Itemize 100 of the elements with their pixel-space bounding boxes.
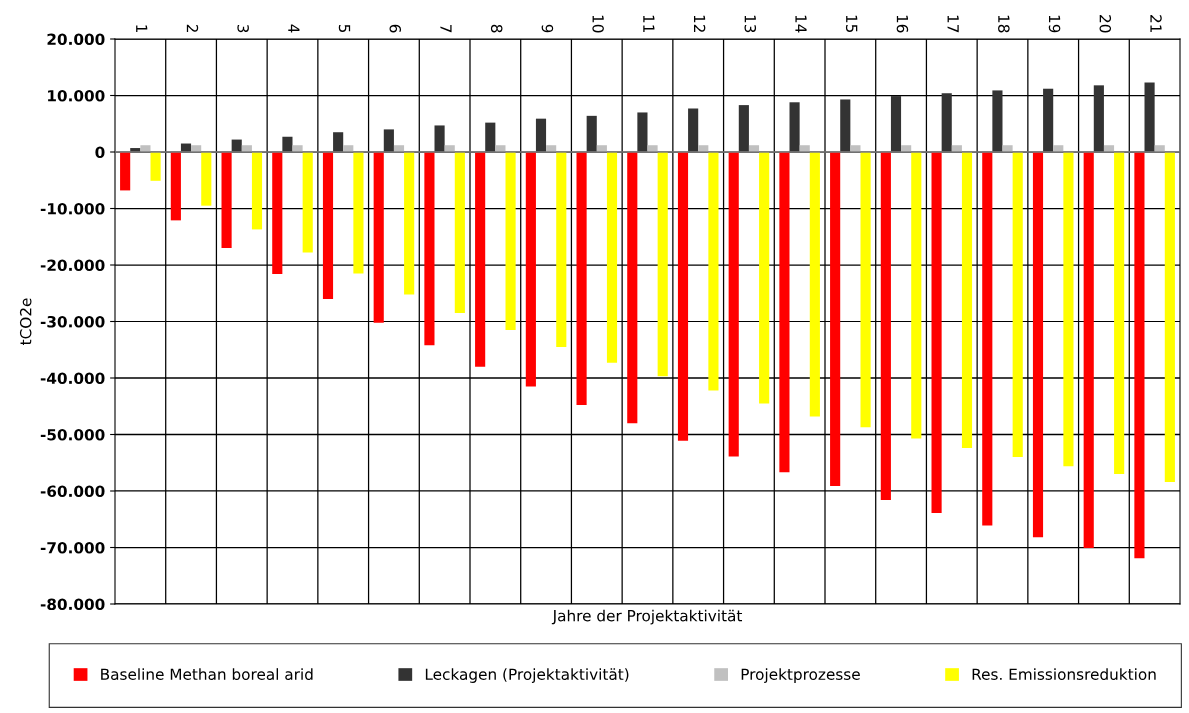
bar	[961, 152, 973, 449]
bar	[890, 96, 902, 152]
bar	[475, 152, 486, 367]
bar	[404, 152, 415, 295]
bar	[1164, 152, 1175, 482]
y-tick-label: 20.000	[47, 33, 105, 46]
bar	[728, 152, 739, 457]
x-tick-label: 20	[1099, 15, 1112, 33]
legend-label: Baseline Methan boreal arid	[101, 668, 313, 680]
y-tick-label: -10.000	[40, 202, 105, 215]
bar	[637, 112, 648, 152]
y-tick-label: 10.000	[48, 89, 105, 102]
bar	[434, 125, 445, 152]
x-tick-label: 15	[845, 15, 858, 33]
bar	[657, 152, 668, 377]
bar	[535, 118, 547, 152]
x-tick-label: 21	[1150, 15, 1162, 33]
bar	[282, 136, 293, 152]
bar	[982, 152, 993, 526]
x-tick-label: 1	[136, 25, 148, 33]
bar	[779, 152, 790, 473]
bar	[677, 152, 689, 441]
x-tick-label: 2	[186, 24, 199, 32]
bar	[1032, 152, 1044, 538]
bar	[353, 152, 364, 274]
y-tick-label: -80.000	[40, 598, 105, 611]
bar	[1063, 152, 1074, 467]
bar	[221, 152, 232, 249]
x-tick-label: 8	[490, 24, 503, 33]
bar	[120, 152, 131, 191]
bar	[789, 102, 800, 152]
bar	[333, 132, 344, 152]
bar	[830, 152, 841, 486]
bar	[201, 152, 212, 206]
y-tick-label: -30.000	[40, 315, 105, 328]
y-tick-label: 0	[95, 146, 105, 159]
bar	[505, 152, 516, 330]
bar	[150, 152, 161, 181]
x-tick-label: 14	[795, 15, 807, 33]
bar	[556, 152, 567, 347]
bar	[302, 152, 313, 253]
bar	[1144, 82, 1155, 152]
bar	[1114, 152, 1125, 475]
x-tick-label: 9	[541, 24, 554, 33]
bar	[525, 152, 536, 387]
x-tick-label: 11	[643, 15, 655, 33]
bar	[251, 152, 263, 230]
bar	[911, 152, 922, 439]
bar	[373, 152, 384, 323]
bar	[606, 152, 618, 363]
x-tick-label: 17	[947, 15, 959, 33]
bar	[941, 93, 952, 152]
bar	[809, 152, 820, 417]
bar	[1093, 85, 1104, 152]
y-tick-label: -70.000	[40, 541, 105, 554]
bar	[840, 99, 851, 152]
y-tick-label: -20.000	[40, 259, 105, 272]
bar	[424, 152, 435, 346]
bar	[586, 115, 597, 152]
x-tick-label: 12	[694, 15, 706, 32]
bar	[576, 152, 587, 406]
bar	[759, 152, 770, 404]
legend-label: Leckagen (Projektaktivität)	[425, 668, 629, 683]
bar	[708, 152, 719, 391]
bar	[1043, 88, 1054, 152]
legend-label: Projektprozesse	[741, 668, 860, 683]
bar	[880, 152, 891, 501]
bar	[454, 152, 465, 314]
bar	[1002, 145, 1013, 152]
bar	[931, 152, 942, 514]
y-axis-title: tCO2e	[19, 298, 32, 345]
x-tick-label: 5	[338, 24, 351, 33]
bar	[992, 90, 1003, 152]
x-tick-label: 6	[389, 24, 402, 33]
bar	[322, 152, 334, 299]
bar	[170, 152, 181, 221]
x-tick-label: 18	[998, 15, 1010, 33]
bar	[1012, 152, 1023, 458]
x-tick-label: 10	[592, 15, 604, 33]
x-tick-label: 19	[1048, 15, 1061, 33]
bar	[1083, 152, 1094, 549]
bar	[485, 122, 496, 152]
x-tick-label: 7	[440, 24, 452, 33]
x-tick-label: 3	[237, 24, 249, 33]
y-tick-label: -50.000	[40, 428, 105, 441]
bar	[140, 145, 151, 152]
bar	[860, 152, 871, 428]
legend-label: Res. Emissionsreduktion	[972, 668, 1156, 680]
y-tick-label: -60.000	[40, 485, 105, 498]
bar	[738, 105, 749, 152]
bar	[688, 108, 699, 152]
y-tick-label: -40.000	[40, 372, 105, 385]
x-tick-label: 13	[744, 15, 757, 33]
bar	[383, 129, 394, 152]
bar	[1134, 152, 1145, 559]
bar	[627, 152, 638, 424]
x-tick-label: 16	[896, 15, 909, 33]
x-tick-label: 4	[288, 24, 300, 33]
x-axis-title: Jahre der Projektaktivität	[551, 609, 743, 625]
bar	[272, 152, 283, 275]
